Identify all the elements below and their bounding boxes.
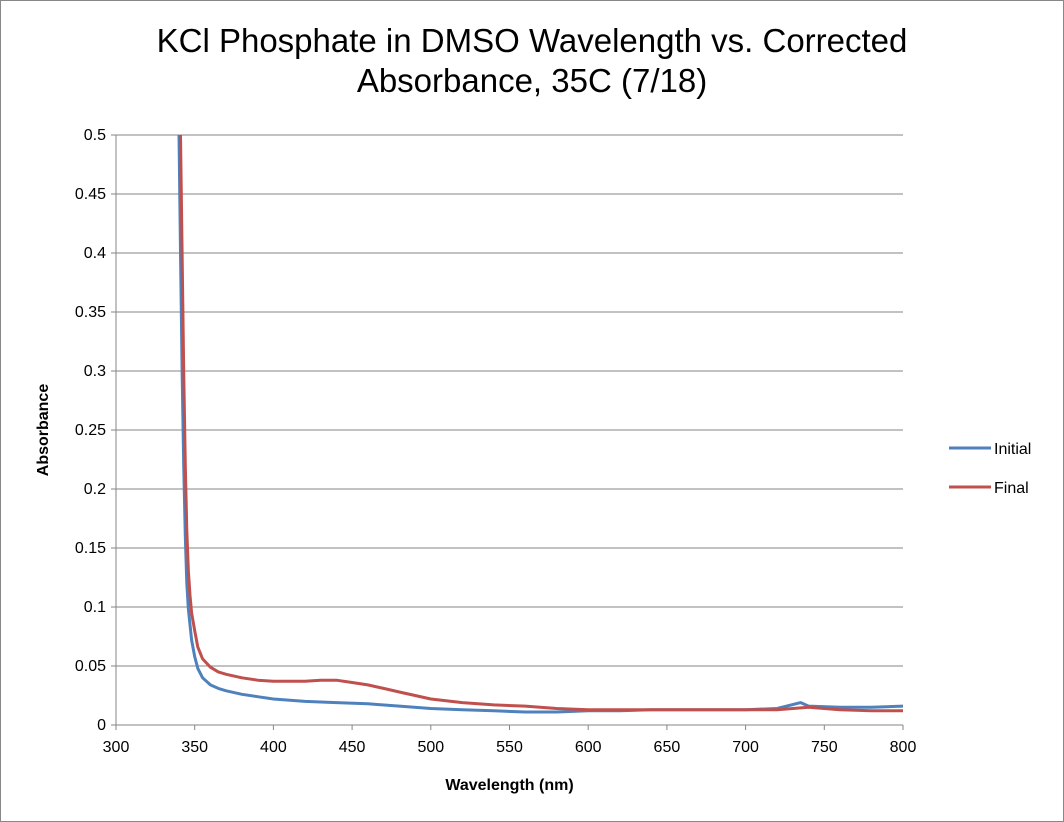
grid-layer [116, 134, 903, 667]
x-tick-label: 800 [890, 739, 917, 756]
legend: Initial Final [949, 441, 1031, 497]
legend-label-initial: Initial [994, 441, 1031, 458]
x-tick-label: 350 [181, 739, 208, 756]
x-tick-label: 650 [654, 739, 681, 756]
chart-title-line-2: Absorbance, 35C (7/18) [356, 62, 708, 99]
y-tick-label: 0.45 [75, 186, 106, 203]
x-tick-label: 700 [732, 739, 759, 756]
axis-layer [111, 134, 904, 730]
y-tick-label: 0.3 [84, 363, 106, 380]
x-tick-label: 300 [103, 739, 130, 756]
y-tick-label: 0.1 [84, 599, 106, 616]
series-line-initial [177, 135, 903, 714]
y-tick-label: 0.25 [75, 422, 106, 439]
series-layer [177, 135, 903, 714]
chart-title: KCl Phosphate in DMSO Wavelength vs. Cor… [1, 21, 1063, 101]
y-tick-label: 0.2 [84, 481, 106, 498]
series-line-final [179, 135, 903, 713]
x-axis-title: Wavelength (nm) [445, 777, 573, 794]
legend-label-final: Final [994, 480, 1029, 497]
y-axis-title: Absorbance [35, 384, 52, 477]
y-tick-label: 0.15 [75, 540, 106, 557]
x-tick-label: 750 [811, 739, 838, 756]
chart-title-line-1: KCl Phosphate in DMSO Wavelength vs. Cor… [156, 22, 908, 59]
x-tick-label: 550 [496, 739, 523, 756]
x-tick-label: 450 [339, 739, 366, 756]
x-tick-label: 400 [260, 739, 287, 756]
y-tick-label: 0 [97, 717, 106, 734]
y-tick-label: 0.35 [75, 304, 106, 321]
y-tick-label: 0.5 [84, 127, 106, 144]
x-tick-label: 500 [417, 739, 444, 756]
label-layer: 0 0.05 0.1 0.15 0.2 0.25 0.3 0.35 0.4 0.45 0.5 300 3… [35, 127, 916, 794]
y-tick-label: 0.05 [75, 658, 106, 675]
x-tick-label: 600 [575, 739, 602, 756]
y-tick-label: 0.4 [84, 245, 106, 262]
